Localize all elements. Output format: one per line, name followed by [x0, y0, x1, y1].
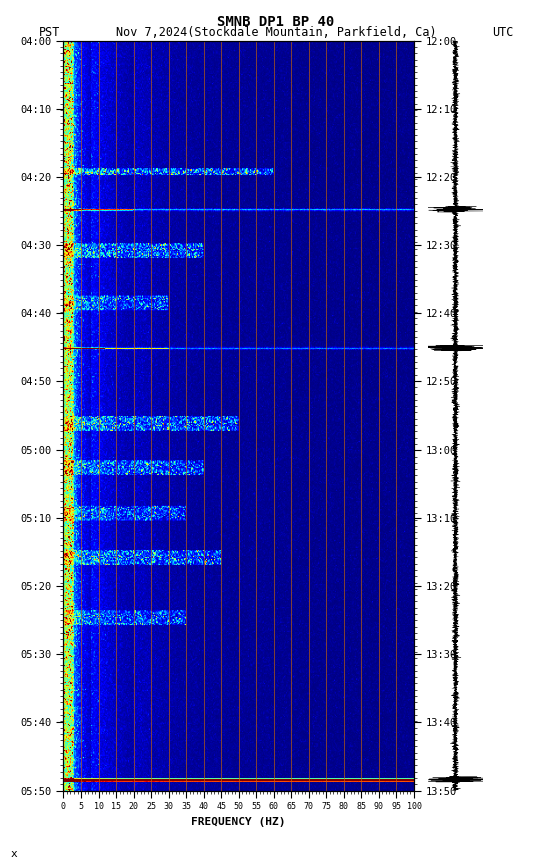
Text: SMNB DP1 BP 40: SMNB DP1 BP 40 — [217, 15, 335, 29]
X-axis label: FREQUENCY (HZ): FREQUENCY (HZ) — [192, 817, 286, 827]
Text: Nov 7,2024(Stockdale Mountain, Parkfield, Ca): Nov 7,2024(Stockdale Mountain, Parkfield… — [116, 26, 436, 39]
Text: x: x — [11, 849, 18, 859]
Text: UTC: UTC — [492, 26, 513, 39]
Text: PST: PST — [39, 26, 60, 39]
